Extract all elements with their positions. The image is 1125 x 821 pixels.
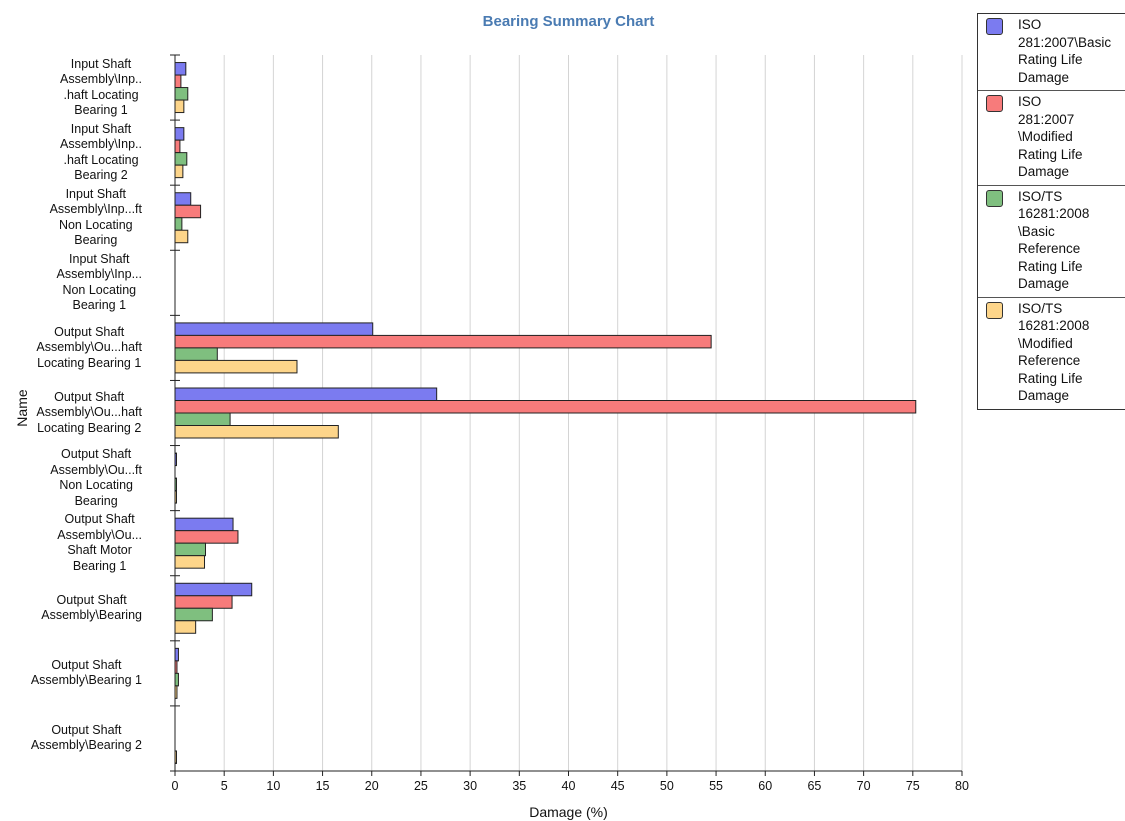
x-tick-label: 75 <box>906 779 920 793</box>
bar <box>174 660 178 674</box>
x-tick-label: 35 <box>512 779 526 793</box>
x-tick-label: 60 <box>758 779 772 793</box>
bar <box>174 647 179 662</box>
x-tick-label: 15 <box>316 779 330 793</box>
category-label: Input Shaft Assembly\Inp.. .haft Locatin… <box>60 56 142 118</box>
bar <box>174 672 179 687</box>
bar <box>174 517 234 532</box>
legend-swatch <box>986 189 1003 207</box>
x-tick-label: 70 <box>857 779 871 793</box>
bar <box>174 204 202 219</box>
bar <box>174 127 185 141</box>
bar <box>174 582 253 597</box>
legend-item: ISO 281:2007\Basic Rating Life Damage <box>978 14 1125 91</box>
legend-swatch <box>986 95 1003 112</box>
bar <box>174 347 218 361</box>
bar <box>174 477 177 492</box>
x-tick-label: 50 <box>660 779 674 793</box>
legend-item: ISO 281:2007 \Modified Rating Life Damag… <box>978 91 1125 186</box>
bar <box>174 620 197 634</box>
bar <box>174 152 188 166</box>
bar <box>174 74 182 89</box>
bar <box>174 555 206 569</box>
category-label: Output Shaft Assembly\Ou...haft Locating… <box>36 389 142 435</box>
bar <box>174 229 189 244</box>
x-tick-label: 20 <box>365 779 379 793</box>
category-label: Output Shaft Assembly\Ou...ft Non Locati… <box>50 447 142 508</box>
bar <box>174 750 177 764</box>
chart-title: Bearing Summary Chart <box>482 13 655 30</box>
x-tick-label: 55 <box>709 779 723 793</box>
bar <box>174 99 185 114</box>
bar <box>174 490 177 504</box>
bar <box>174 62 187 76</box>
bar <box>174 530 239 544</box>
bar <box>174 139 181 154</box>
x-tick-label: 80 <box>955 779 969 793</box>
bar <box>174 322 374 336</box>
legend-label: ISO/TS 16281:2008 \Modified Reference Ra… <box>1018 300 1090 404</box>
bar <box>174 400 917 414</box>
bar <box>174 387 438 401</box>
category-label: Output Shaft Assembly\Ou... Shaft Motor … <box>57 512 142 573</box>
category-label: Input Shaft Assembly\Inp...ft Non Locati… <box>49 186 142 248</box>
legend: ISO 281:2007\Basic Rating Life Damage ISO… <box>977 13 1125 410</box>
category-label: Output Shaft Assembly\Bearing <box>41 592 142 623</box>
x-tick-label: 10 <box>266 779 280 793</box>
category-label: Output Shaft Assembly\Bearing 1 <box>30 657 142 688</box>
legend-label: ISO 281:2007 \Modified Rating Life Damag… <box>1018 94 1083 179</box>
legend-label: ISO/TS 16281:2008 \Basic Reference Ratin… <box>1018 188 1090 292</box>
bar <box>174 595 233 609</box>
category-label: Input Shaft Assembly\Inp... Non Locating… <box>56 251 142 313</box>
bar <box>174 164 184 179</box>
x-tick-label: 65 <box>807 779 821 793</box>
legend-item: ISO/TS 16281:2008 \Basic Reference Ratin… <box>978 186 1125 298</box>
legend-swatch <box>986 18 1003 35</box>
legend-item: ISO/TS 16281:2008 \Modified Reference Ra… <box>978 298 1125 409</box>
bar <box>174 359 298 374</box>
y-axis-title: Name <box>14 389 30 427</box>
category-label: Output Shaft Assembly\Bearing 2 <box>30 722 142 753</box>
x-tick-label: 0 <box>172 779 179 793</box>
bar <box>174 685 178 699</box>
x-tick-label: 40 <box>562 779 576 793</box>
legend-label: ISO 281:2007\Basic Rating Life Damage <box>1018 17 1112 85</box>
bar <box>174 87 189 101</box>
bar <box>174 217 183 231</box>
bar <box>174 192 192 206</box>
bar <box>174 412 231 426</box>
x-tick-label: 25 <box>414 779 428 793</box>
bar <box>174 607 213 622</box>
bar <box>174 452 177 467</box>
category-label: Output Shaft Assembly\Ou...haft Locating… <box>36 324 142 370</box>
x-axis-title: Damage (%) <box>529 804 608 820</box>
bar <box>174 334 712 349</box>
legend-swatch <box>986 301 1003 319</box>
x-tick-label: 45 <box>611 779 625 793</box>
x-tick-label: 30 <box>463 779 477 793</box>
bar <box>174 542 206 557</box>
bar <box>174 425 339 439</box>
category-label: Input Shaft Assembly\Inp.. .haft Locatin… <box>60 121 142 183</box>
x-tick-label: 5 <box>221 779 228 793</box>
